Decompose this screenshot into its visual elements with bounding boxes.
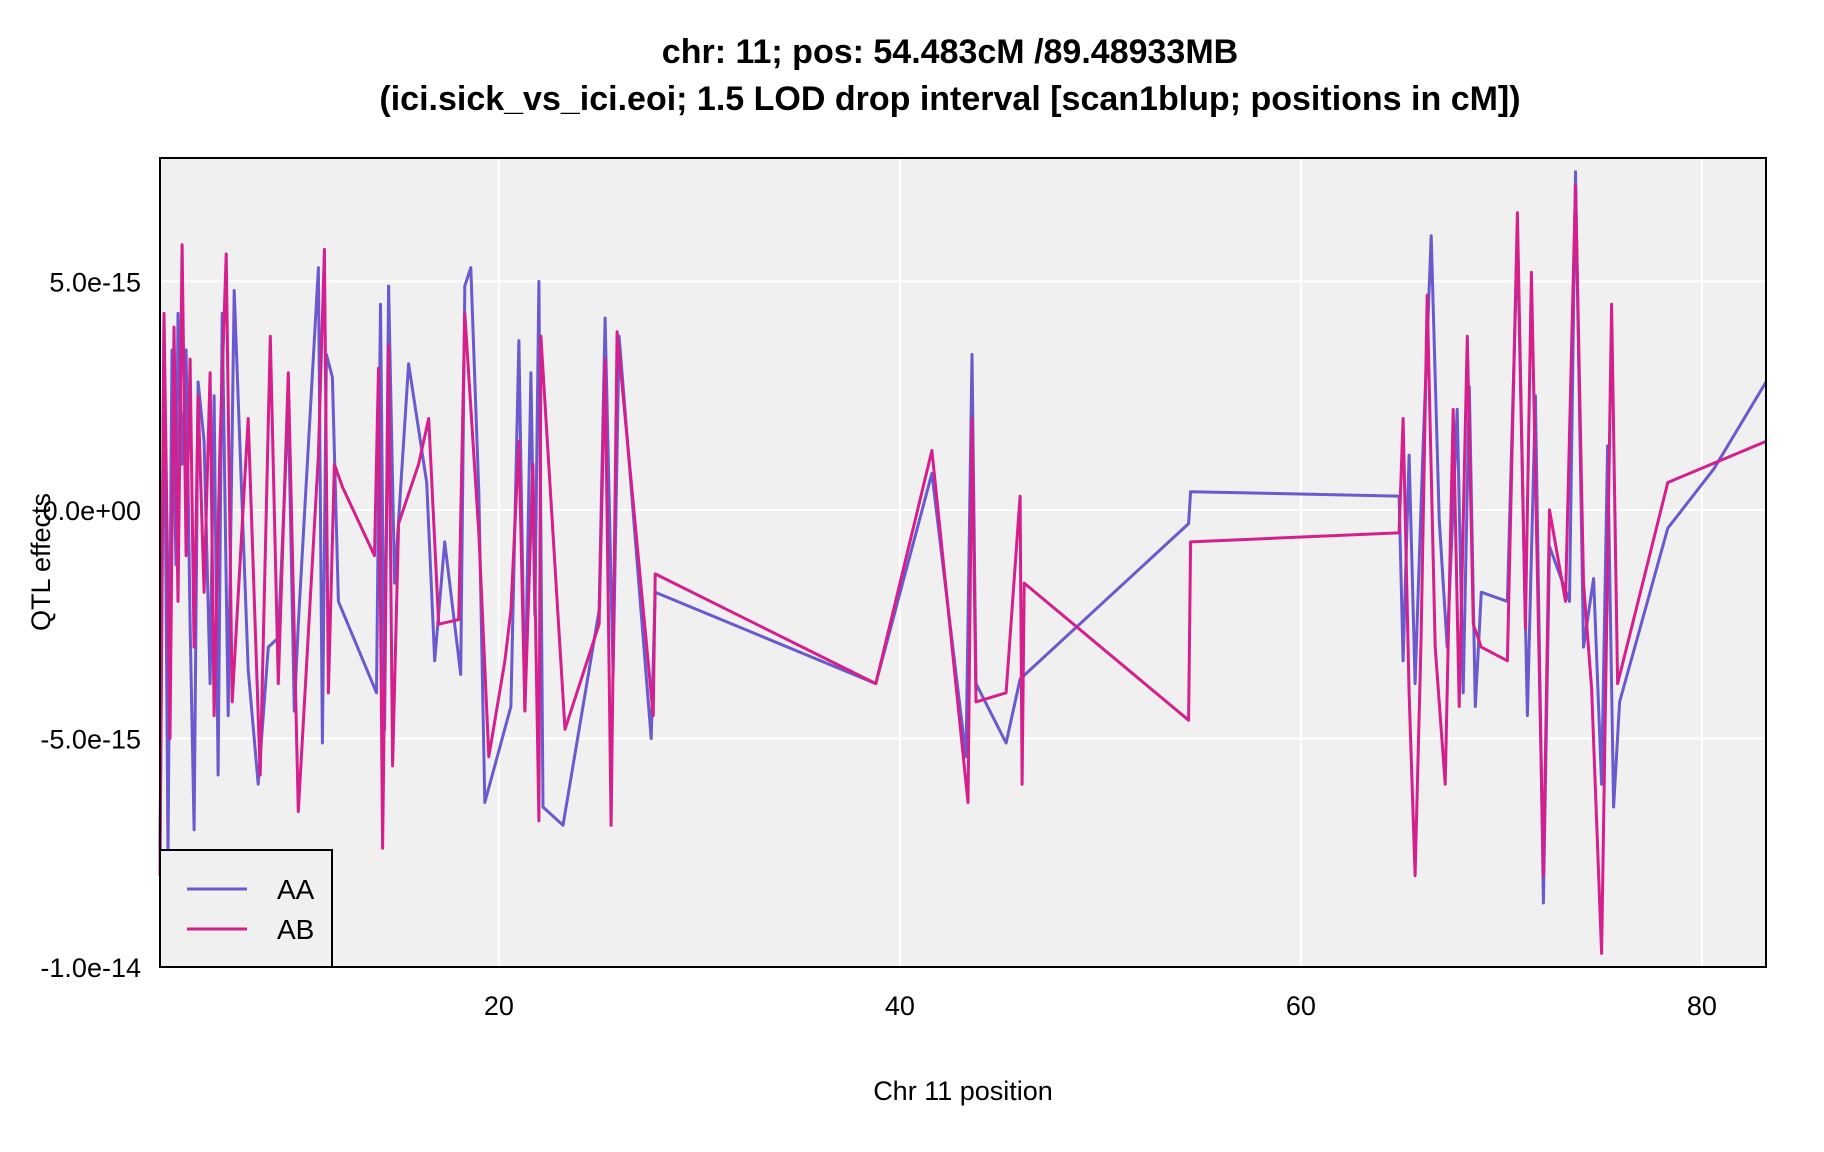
legend-label-aa: AA <box>277 874 315 905</box>
x-tick-label: 80 <box>1687 991 1717 1021</box>
legend-box <box>159 849 333 968</box>
chart-subtitle: (ici.sick_vs_ici.eoi; 1.5 LOD drop inter… <box>379 80 1520 118</box>
y-axis-ticks: 5.0e-15 0.0e+00 -5.0e-15 -1.0e-14 <box>40 267 141 983</box>
x-axis-ticks: 20 40 60 80 <box>484 991 1717 1021</box>
legend-label-ab: AB <box>277 914 314 945</box>
y-tick-label: 0.0e+00 <box>43 496 141 526</box>
plot-background <box>160 158 1766 967</box>
y-tick-label: -5.0e-15 <box>40 724 141 754</box>
y-tick-label: -1.0e-14 <box>40 953 141 983</box>
y-tick-label: 5.0e-15 <box>49 267 141 297</box>
chart-title: chr: 11; pos: 54.483cM /89.48933MB <box>662 33 1238 71</box>
legend: AA AB <box>159 849 333 968</box>
y-axis-label: QTL effects <box>26 493 56 631</box>
plot-frame <box>159 157 1767 968</box>
x-tick-label: 40 <box>885 991 915 1021</box>
x-tick-label: 20 <box>484 991 514 1021</box>
series-lines <box>158 170 1768 955</box>
x-tick-label: 60 <box>1286 991 1316 1021</box>
x-axis-label: Chr 11 position <box>873 1076 1053 1106</box>
series-line-ab <box>158 183 1767 955</box>
